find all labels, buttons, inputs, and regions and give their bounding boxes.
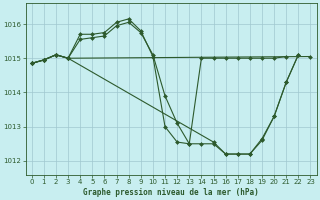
X-axis label: Graphe pression niveau de la mer (hPa): Graphe pression niveau de la mer (hPa)	[83, 188, 259, 197]
